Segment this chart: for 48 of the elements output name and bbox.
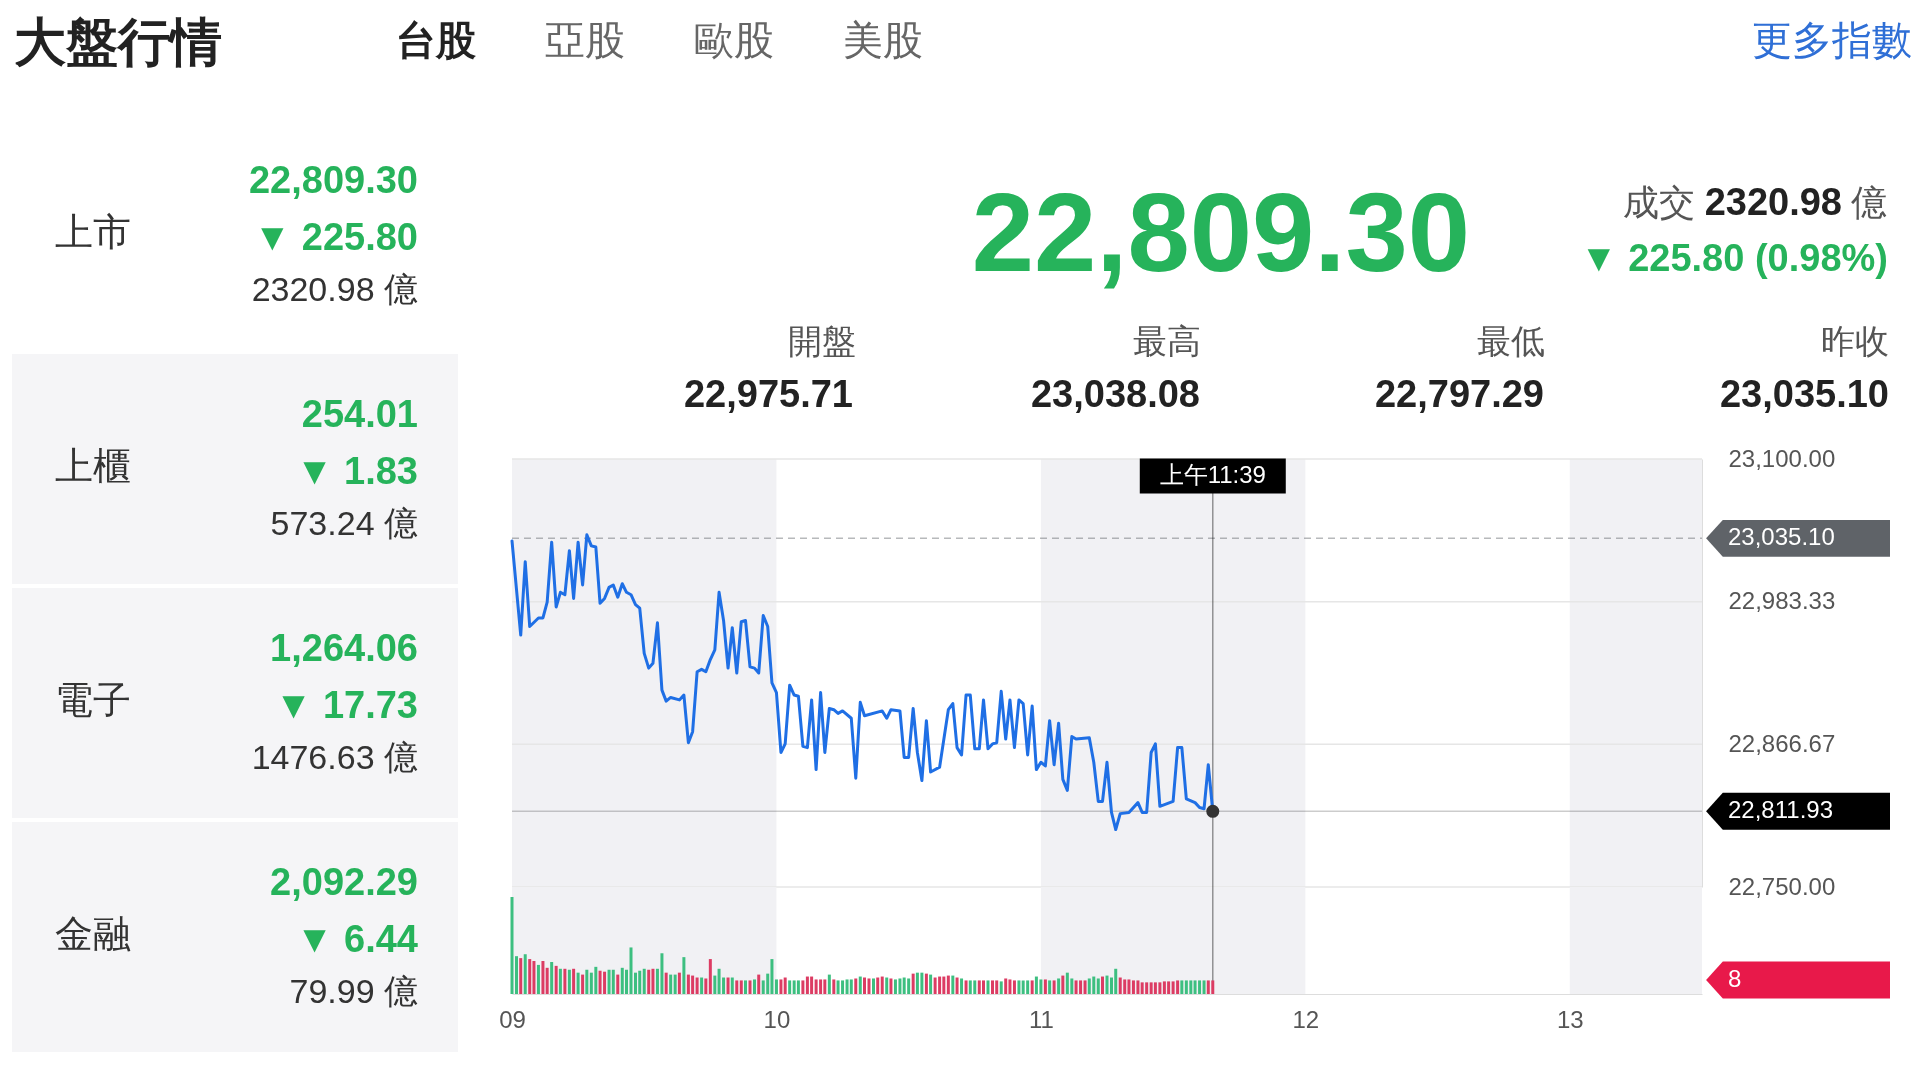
text: 歐股: [694, 18, 774, 62]
text: 億: [1851, 182, 1887, 223]
x-tick-label: 09: [499, 1005, 526, 1033]
text: ▼ 1.83: [295, 450, 418, 492]
ref-line-label: 23,035.10: [1728, 523, 1835, 551]
text: 2,092.29: [270, 861, 418, 903]
x-tick-label: 10: [763, 1005, 791, 1033]
y-tick-label: 22,750.00: [1728, 872, 1836, 900]
text: 573.24 億: [270, 504, 418, 542]
text: 金融: [55, 913, 131, 955]
x-tick-label: 11: [1028, 1005, 1054, 1033]
text: ▼ 17.73: [274, 684, 418, 726]
text: 2320.98: [1704, 181, 1842, 223]
text: ▼ 225.80: [253, 216, 418, 258]
text: 上市: [55, 211, 131, 253]
annotation: 上午11:39: [1159, 461, 1266, 488]
y-tick-label: 23,100.00: [1728, 444, 1836, 472]
text: 美股: [843, 18, 923, 62]
text: ▼ 225.80 (0.98%): [1579, 237, 1888, 279]
text: 成交: [1623, 182, 1695, 223]
text: 22,809.30: [248, 159, 418, 201]
text: 台股: [396, 18, 476, 62]
text: 23,038.08: [1030, 373, 1200, 415]
text: 22,809.30: [971, 170, 1470, 295]
text: 電子: [55, 679, 131, 721]
text: 更多指數: [1752, 18, 1912, 62]
text: 8: [1728, 965, 1742, 992]
text: 昨收: [1821, 322, 1889, 360]
ref-line-label: 22,811.93: [1728, 796, 1833, 824]
x-tick-label: 12: [1292, 1005, 1320, 1033]
text: 254.01: [301, 393, 418, 435]
y-tick-label: 22,983.33: [1728, 587, 1836, 615]
text: 1476.63 億: [251, 738, 418, 776]
text: 最高: [1133, 322, 1201, 360]
text: 1,264.06: [270, 627, 418, 669]
text: 2320.98 億: [251, 270, 418, 308]
text: 大盤行情: [14, 13, 222, 71]
text: ▼ 6.44: [295, 918, 418, 960]
text: 上櫃: [55, 445, 131, 487]
text: 23,035.10: [1719, 373, 1889, 415]
text: 22,975.71: [683, 373, 853, 415]
text: 亞股: [545, 18, 625, 62]
text: 22,797.29: [1374, 373, 1544, 415]
y-tick-label: 22,866.67: [1728, 729, 1836, 757]
text: 最低: [1477, 322, 1545, 360]
text: 79.99 億: [289, 972, 418, 1010]
x-tick-label: 13: [1556, 1005, 1584, 1033]
text: 開盤: [788, 322, 856, 360]
